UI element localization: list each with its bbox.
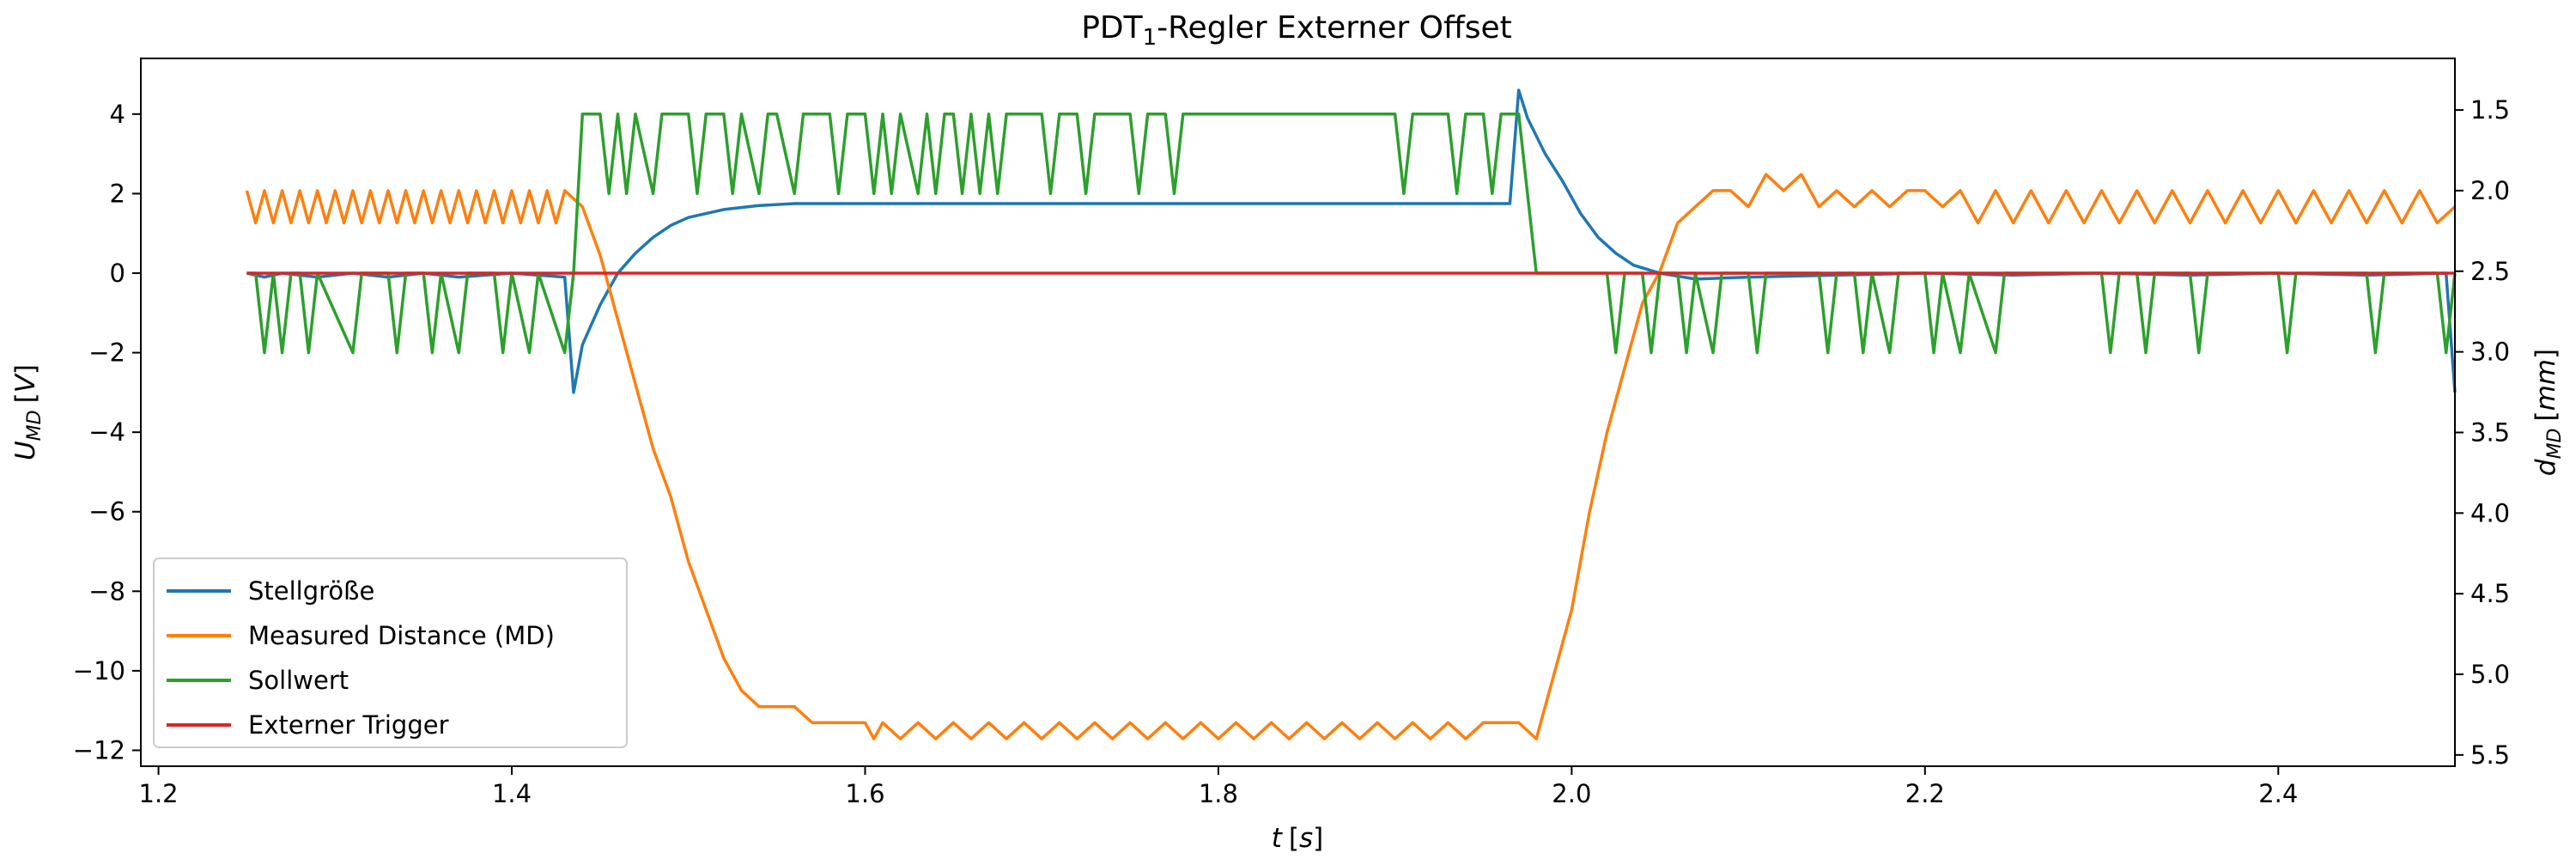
x-tick-label-0: 1.2 xyxy=(139,779,179,808)
y-left-tick-label-4: −4 xyxy=(88,417,125,447)
title-subscript: 1 xyxy=(1143,25,1157,51)
y-left-tick-label-0: 4 xyxy=(110,100,125,129)
y-axis-left-label: UMD [V] xyxy=(10,364,46,460)
y-axis-right-label: dMD [mm] xyxy=(2530,349,2566,476)
x-axis-unit-close: ] xyxy=(1313,823,1323,854)
y-right-unit-close: ] xyxy=(2530,349,2561,359)
x-axis-unit: s xyxy=(1299,823,1313,854)
x-tick-label-2: 1.6 xyxy=(845,779,884,808)
y-left-tick-label-7: −10 xyxy=(73,656,125,685)
y-right-sub: MD xyxy=(2544,429,2566,460)
series-line-2 xyxy=(246,113,2457,355)
y-left-tick-label-5: −6 xyxy=(88,497,125,527)
y-left-unit: V xyxy=(10,372,41,393)
series-line-0 xyxy=(246,88,2457,394)
series-line-1 xyxy=(245,173,2457,740)
y-right-tick-label-0: 1.5 xyxy=(2470,95,2510,125)
x-tick-label-1: 1.4 xyxy=(492,779,532,808)
y-left-unit-close: ] xyxy=(10,364,41,375)
x-axis-unit-open: [ xyxy=(1289,823,1299,854)
legend-label-1: Measured Distance (MD) xyxy=(248,621,555,650)
x-tick-label-3: 1.8 xyxy=(1199,779,1238,808)
y-axis-left: 4 2 0 −2 −4 −6 −8 −10 −12 xyxy=(73,100,141,765)
title-main: PDT xyxy=(1081,10,1143,46)
y-right-tick-label-6: 4.5 xyxy=(2470,579,2510,608)
x-tick-label-4: 2.0 xyxy=(1552,779,1591,808)
y-right-tick-label-7: 5.0 xyxy=(2470,660,2510,689)
legend-box xyxy=(153,557,628,748)
y-right-tick-label-2: 2.5 xyxy=(2470,257,2510,286)
y-right-tick-label-3: 3.0 xyxy=(2470,338,2510,367)
y-left-var: U xyxy=(10,441,41,460)
y-left-tick-label-6: −8 xyxy=(88,576,125,606)
x-tick-label-6: 2.4 xyxy=(2258,779,2298,808)
y-left-tick-label-3: −2 xyxy=(88,338,125,368)
series-layer xyxy=(245,88,2457,740)
y-left-unit-open: [ xyxy=(10,393,41,403)
y-left-tick-label-2: 0 xyxy=(110,259,125,288)
y-left-tick-label-1: 2 xyxy=(110,179,125,208)
legend: Stellgröße Measured Distance (MD) Sollwert… xyxy=(153,557,628,748)
y-right-var: d xyxy=(2530,459,2561,476)
legend-label-2: Sollwert xyxy=(248,666,349,695)
chart-title: PDT1-Regler Externer Offset xyxy=(1081,10,1512,51)
y-left-tick-label-8: −12 xyxy=(73,735,125,765)
x-axis: 1.2 1.4 1.6 1.8 2.0 2.2 2.4 xyxy=(139,766,2298,808)
y-axis-right: 1.5 2.0 2.5 3.0 3.5 4.0 4.5 5.0 5.5 xyxy=(2455,95,2510,770)
legend-label-0: Stellgröße xyxy=(248,576,374,606)
plot-frame xyxy=(140,58,2456,767)
y-right-tick-label-1: 2.0 xyxy=(2470,176,2510,205)
y-right-unit-open: [ xyxy=(2530,411,2561,421)
y-right-tick-label-4: 3.5 xyxy=(2470,417,2510,447)
y-right-unit: mm xyxy=(2530,359,2561,411)
x-axis-var: t xyxy=(1272,823,1284,854)
y-left-sub: MD xyxy=(24,410,46,441)
x-tick-label-5: 2.2 xyxy=(1905,779,1945,808)
y-right-tick-label-5: 4.0 xyxy=(2470,498,2510,527)
y-right-tick-label-8: 5.5 xyxy=(2470,740,2510,770)
title-rest: -Regler Externer Offset xyxy=(1157,10,1512,46)
legend-label-3: Externer Trigger xyxy=(248,710,449,740)
x-axis-label: t [s] xyxy=(1272,823,1324,854)
